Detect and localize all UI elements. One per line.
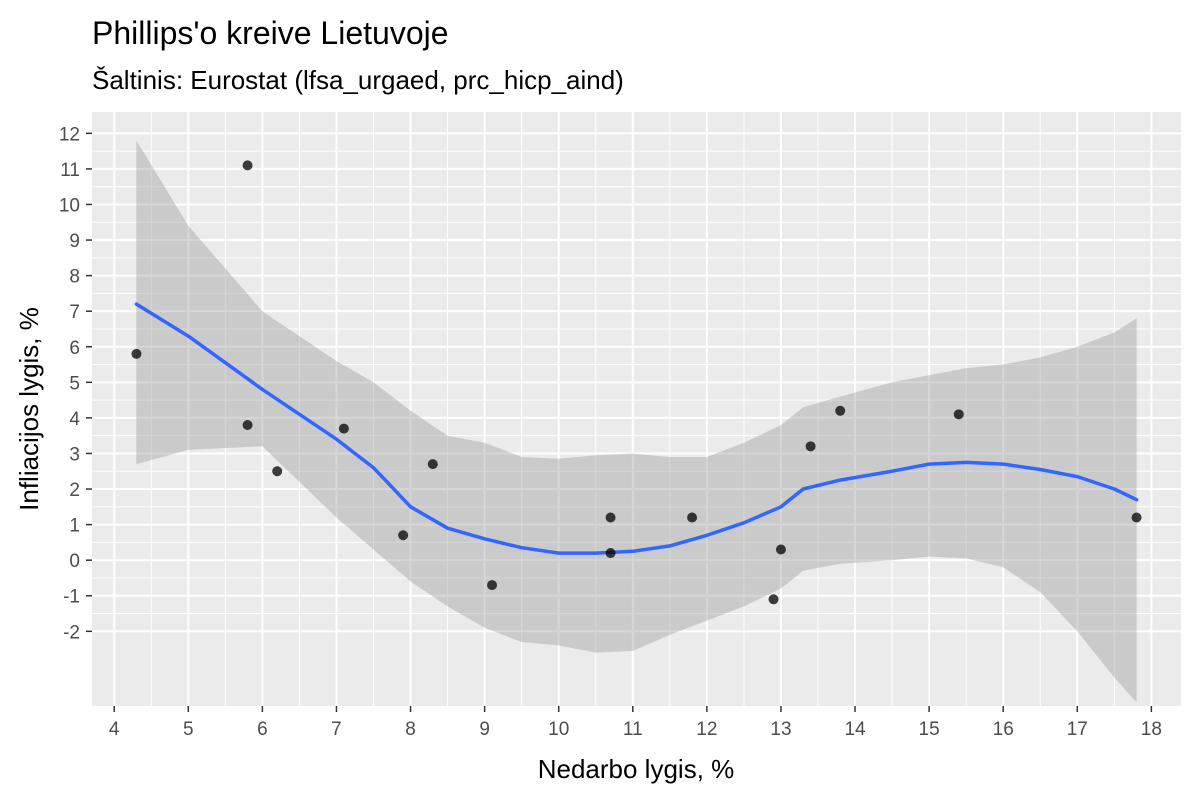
- data-point: [605, 548, 616, 559]
- data-point: [835, 405, 846, 416]
- data-point: [242, 160, 253, 171]
- y-tick-label: 7: [69, 302, 80, 323]
- data-point: [242, 420, 253, 431]
- x-tick-label: 5: [183, 719, 194, 740]
- data-point: [953, 409, 964, 420]
- x-tick-label: 12: [696, 719, 717, 740]
- data-point: [687, 512, 698, 523]
- y-tick-label: 1: [69, 516, 80, 537]
- plot-panel: [92, 112, 1181, 706]
- points-layer: [131, 160, 1142, 605]
- data-point: [768, 594, 779, 605]
- smooth-line: [134, 302, 1139, 555]
- y-tick-label: 12: [59, 124, 80, 145]
- x-tick-label: 14: [844, 719, 866, 740]
- minor-grid: [92, 112, 1181, 706]
- x-tick-label: 17: [1067, 719, 1088, 740]
- major-grid: [92, 112, 1181, 706]
- y-tick-label: 11: [60, 160, 80, 181]
- y-tick-label: 5: [69, 373, 80, 394]
- data-point: [398, 530, 409, 541]
- data-point: [427, 459, 438, 470]
- y-tick-label: 9: [69, 231, 80, 252]
- x-tick-label: 15: [919, 719, 940, 740]
- x-tick-label: 16: [993, 719, 1014, 740]
- data-point: [131, 348, 142, 359]
- x-tick-label: 8: [405, 719, 416, 740]
- data-point: [338, 423, 349, 434]
- confidence-band-layer: [136, 140, 1137, 703]
- y-tick-label: 10: [59, 195, 80, 216]
- data-point: [605, 512, 616, 523]
- y-tick-label: 0: [69, 551, 80, 572]
- x-tick-label: 10: [548, 719, 569, 740]
- y-tick-label: 2: [69, 480, 80, 501]
- x-tick-label: 11: [623, 719, 643, 740]
- chart-subtitle: Šaltinis: Eurostat (lfsa_urgaed, prc_hic…: [92, 65, 624, 95]
- data-point: [272, 466, 283, 477]
- chart-title: Phillips'o kreive Lietuvoje: [92, 15, 449, 51]
- x-tick-label: 9: [479, 719, 490, 740]
- y-tick-label: -2: [63, 622, 80, 643]
- y-tick-label: -1: [63, 587, 80, 608]
- x-tick-label: 4: [109, 719, 120, 740]
- x-tick-label: 18: [1141, 719, 1162, 740]
- data-point: [1131, 512, 1142, 523]
- x-axis: 4 5 6 7 8 9 10 11 12 13 14 15 16 17 18: [109, 706, 1162, 740]
- y-axis-title: Infliacijos lygis, %: [14, 307, 44, 511]
- y-tick-label: 4: [69, 409, 80, 430]
- data-point: [805, 441, 816, 452]
- y-tick-label: 8: [69, 267, 80, 288]
- smooth-line-layer: [134, 302, 1139, 555]
- data-point: [775, 544, 786, 555]
- x-tick-label: 7: [331, 719, 342, 740]
- x-axis-title: Nedarbo lygis, %: [538, 754, 735, 784]
- y-tick-label: 6: [69, 338, 80, 359]
- x-tick-label: 6: [257, 719, 268, 740]
- data-point: [487, 580, 498, 591]
- confidence-band: [136, 140, 1137, 703]
- y-tick-label: 3: [69, 444, 80, 465]
- x-tick-label: 13: [770, 719, 791, 740]
